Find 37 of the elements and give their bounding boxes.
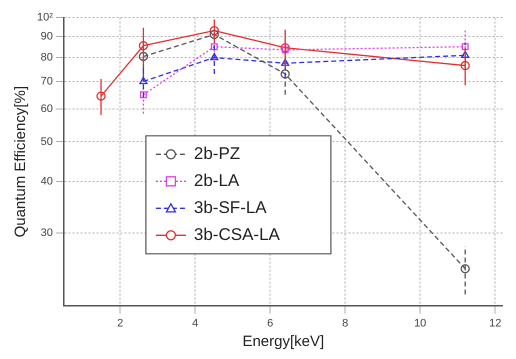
point: [139, 76, 148, 84]
x-axis-title: Energy[keV]: [242, 333, 324, 350]
point: [210, 26, 219, 36]
point: [460, 264, 470, 274]
point: [210, 30, 219, 40]
point: [210, 43, 218, 50]
y-tick-label: 80: [40, 52, 53, 64]
point: [280, 69, 290, 79]
y-tick-label: 40: [40, 176, 53, 188]
x-tick-label: 8: [342, 317, 348, 330]
legend-label: 2b-LA: [194, 170, 240, 190]
legend-label: 3b-SF-LA: [194, 198, 268, 217]
y-tick-label: 70: [40, 76, 53, 88]
y-tick-label: 10²: [36, 12, 54, 24]
point: [281, 58, 290, 66]
point: [460, 60, 470, 70]
point: [280, 43, 290, 52]
point: [96, 91, 106, 101]
y-tick-label: 60: [40, 103, 53, 116]
point: [138, 41, 148, 50]
legend-label: 3b-CSA-LA: [194, 224, 281, 244]
point: [462, 43, 469, 50]
point: [461, 50, 470, 58]
x-tick-label: 12: [489, 317, 502, 330]
x-tick-label: 2: [117, 317, 124, 330]
point: [210, 52, 218, 60]
point: [140, 91, 147, 98]
y-tick-label: 50: [40, 136, 53, 148]
x-tick-label: 10: [414, 317, 426, 330]
y-axis-title: Quantum Efficiency[%]: [12, 86, 30, 238]
y-tick-label: 30: [40, 227, 53, 240]
point: [282, 46, 289, 54]
legend-label: 2b-PZ: [194, 144, 240, 163]
x-tick-label: 6: [267, 317, 274, 330]
x-tick-label: 4: [192, 317, 198, 330]
point: [138, 52, 148, 62]
y-tick-label: 90: [40, 30, 53, 42]
